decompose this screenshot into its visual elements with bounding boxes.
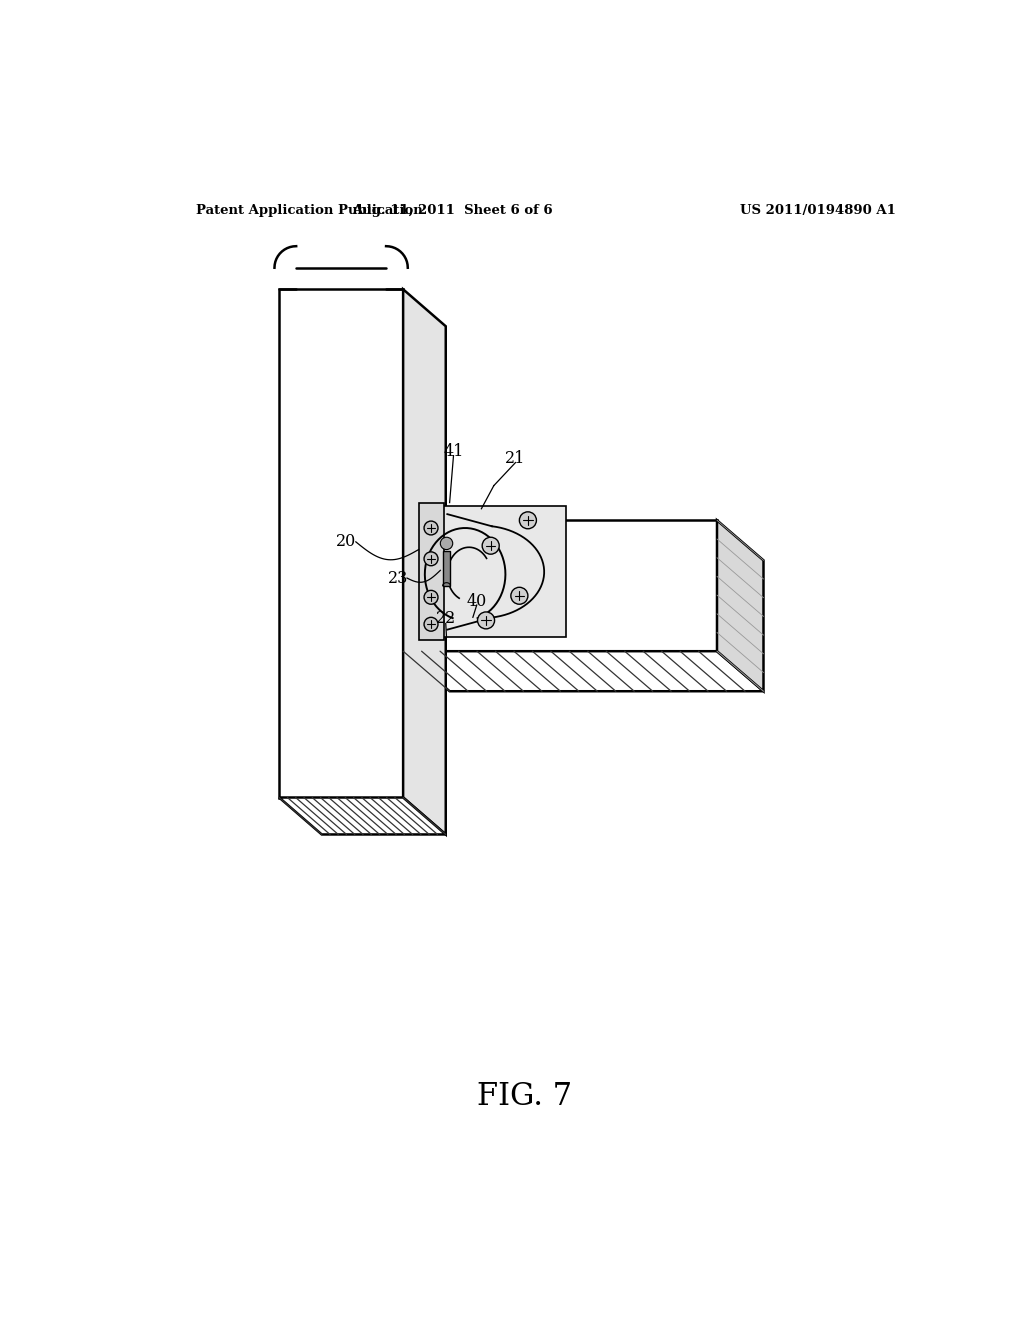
Text: Patent Application Publication: Patent Application Publication <box>197 205 423 218</box>
Polygon shape <box>419 503 444 640</box>
Text: Aug. 11, 2011  Sheet 6 of 6: Aug. 11, 2011 Sheet 6 of 6 <box>351 205 552 218</box>
Text: 41: 41 <box>443 442 464 459</box>
Circle shape <box>511 587 528 605</box>
Polygon shape <box>439 507 566 638</box>
Circle shape <box>424 552 438 566</box>
Text: 21: 21 <box>505 450 525 467</box>
Text: 40: 40 <box>467 593 486 610</box>
Text: 20: 20 <box>337 533 356 550</box>
Circle shape <box>424 521 438 535</box>
Polygon shape <box>442 552 451 586</box>
Circle shape <box>519 512 537 529</box>
Circle shape <box>477 612 495 628</box>
Circle shape <box>424 590 438 605</box>
Circle shape <box>440 537 453 549</box>
Text: 23: 23 <box>387 569 408 586</box>
Polygon shape <box>403 651 764 692</box>
Polygon shape <box>403 520 717 651</box>
Polygon shape <box>280 797 445 834</box>
Text: 22: 22 <box>435 610 456 627</box>
Polygon shape <box>403 289 445 834</box>
Text: FIG. 7: FIG. 7 <box>477 1081 572 1111</box>
Polygon shape <box>717 520 764 692</box>
Circle shape <box>424 618 438 631</box>
Polygon shape <box>280 289 403 797</box>
Text: US 2011/0194890 A1: US 2011/0194890 A1 <box>740 205 896 218</box>
Circle shape <box>482 537 500 554</box>
